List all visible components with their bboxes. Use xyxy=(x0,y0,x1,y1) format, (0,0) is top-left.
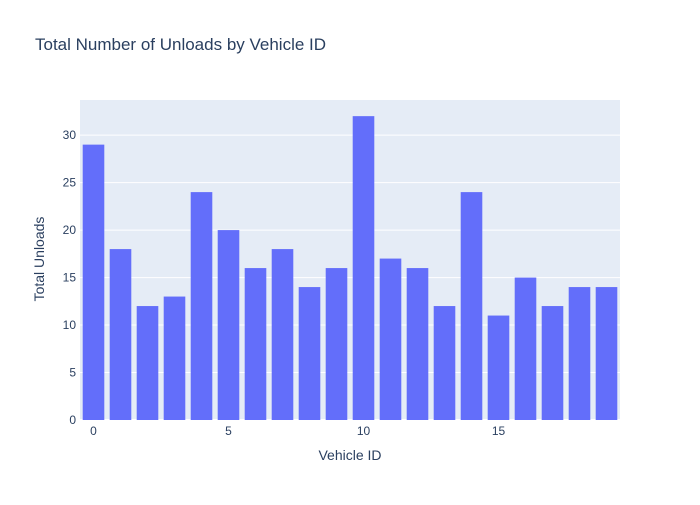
bar-vehicle-5[interactable] xyxy=(217,230,240,420)
y-tick-label: 25 xyxy=(63,176,77,190)
bar-vehicle-2[interactable] xyxy=(136,306,159,420)
bar-vehicle-14[interactable] xyxy=(460,192,483,420)
x-tick-label: 10 xyxy=(357,424,371,438)
y-tick-label: 5 xyxy=(69,366,76,380)
y-tick-label: 15 xyxy=(63,271,77,285)
bar-vehicle-9[interactable] xyxy=(325,268,348,420)
bar-vehicle-13[interactable] xyxy=(433,306,456,420)
bar-vehicle-0[interactable] xyxy=(82,144,105,420)
y-tick-label: 10 xyxy=(63,318,77,332)
bar-vehicle-7[interactable] xyxy=(271,249,294,420)
chart-title: Total Number of Unloads by Vehicle ID xyxy=(35,35,326,54)
y-tick-label: 20 xyxy=(63,223,77,237)
bar-vehicle-4[interactable] xyxy=(190,192,213,420)
bar-vehicle-3[interactable] xyxy=(163,296,186,420)
bar-vehicle-11[interactable] xyxy=(379,258,402,420)
bars xyxy=(82,116,618,421)
y-tick-label: 0 xyxy=(69,413,76,427)
plot-area xyxy=(80,100,620,420)
x-tick-label: 0 xyxy=(90,424,97,438)
bar-vehicle-1[interactable] xyxy=(109,249,132,420)
y-axis-label: Total Unloads xyxy=(31,217,47,302)
bar-vehicle-17[interactable] xyxy=(541,306,564,420)
bar-vehicle-8[interactable] xyxy=(298,287,321,420)
x-axis-ticks: 0 5 10 15 xyxy=(90,424,505,438)
x-tick-label: 15 xyxy=(492,424,506,438)
bar-vehicle-15[interactable] xyxy=(487,315,510,420)
bar-vehicle-16[interactable] xyxy=(514,277,537,420)
bar-vehicle-12[interactable] xyxy=(406,268,429,420)
bar-vehicle-19[interactable] xyxy=(595,287,618,420)
bar-vehicle-10[interactable] xyxy=(352,116,375,421)
y-axis-ticks: 0 5 10 15 20 25 30 xyxy=(63,128,77,427)
x-tick-label: 5 xyxy=(225,424,232,438)
x-axis-label: Vehicle ID xyxy=(318,447,381,463)
y-tick-label: 30 xyxy=(63,128,77,142)
bar-vehicle-18[interactable] xyxy=(568,287,591,420)
bar-vehicle-6[interactable] xyxy=(244,268,267,420)
